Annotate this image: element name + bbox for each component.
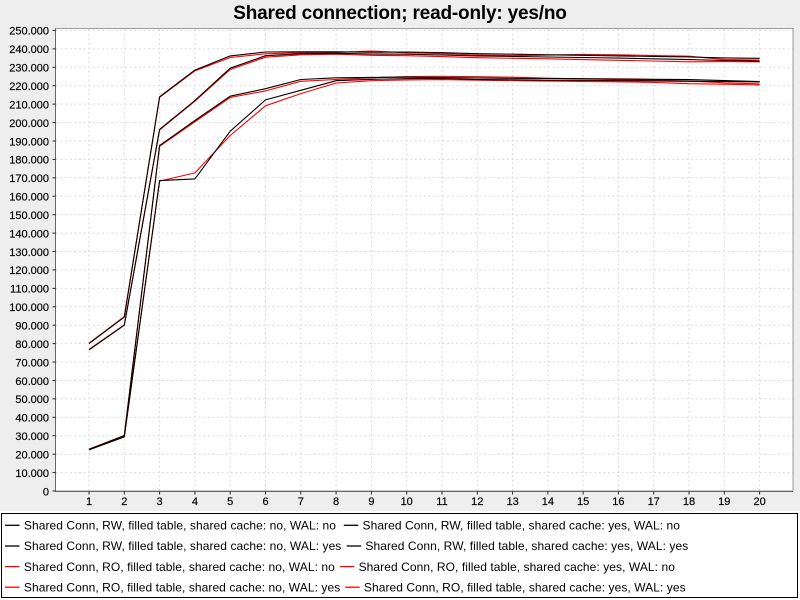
svg-text:190.000: 190.000 — [9, 136, 49, 148]
svg-text:19: 19 — [718, 496, 730, 508]
svg-text:1: 1 — [86, 496, 92, 508]
svg-text:180.000: 180.000 — [9, 155, 49, 167]
svg-text:Shared Conn, RW, filled table,: Shared Conn, RW, filled table, shared ca… — [24, 519, 336, 533]
svg-text:200.000: 200.000 — [9, 118, 49, 130]
svg-text:120.000: 120.000 — [9, 265, 49, 277]
svg-text:210.000: 210.000 — [9, 99, 49, 111]
svg-text:Shared Conn, RW, filled table,: Shared Conn, RW, filled table, shared ca… — [363, 519, 681, 533]
svg-text:2: 2 — [121, 496, 127, 508]
svg-text:80.000: 80.000 — [15, 339, 49, 351]
svg-text:250.000: 250.000 — [9, 26, 49, 38]
svg-text:230.000: 230.000 — [9, 63, 49, 75]
svg-text:Shared Conn, RO, filled table,: Shared Conn, RO, filled table, shared ca… — [364, 580, 686, 594]
svg-text:220.000: 220.000 — [9, 81, 49, 93]
svg-text:Shared connection; read-only:: Shared connection; read-only: yes/no — [233, 3, 566, 24]
svg-text:240.000: 240.000 — [9, 44, 49, 56]
svg-text:Shared Conn, RO, filled table,: Shared Conn, RO, filled table, shared ca… — [24, 560, 335, 574]
svg-text:Shared Conn, RW, filled table,: Shared Conn, RW, filled table, shared ca… — [24, 539, 342, 553]
svg-text:13: 13 — [506, 496, 518, 508]
svg-text:Shared Conn, RO, filled table,: Shared Conn, RO, filled table, shared ca… — [359, 560, 676, 574]
svg-text:70.000: 70.000 — [15, 357, 49, 369]
svg-text:7: 7 — [298, 496, 304, 508]
svg-text:30.000: 30.000 — [15, 431, 49, 443]
svg-text:9: 9 — [368, 496, 374, 508]
svg-text:14: 14 — [542, 496, 554, 508]
svg-text:10: 10 — [401, 496, 413, 508]
svg-text:130.000: 130.000 — [9, 247, 49, 259]
svg-text:60.000: 60.000 — [15, 376, 49, 388]
svg-text:17: 17 — [648, 496, 660, 508]
svg-text:Shared Conn, RW, filled table,: Shared Conn, RW, filled table, shared ca… — [365, 539, 688, 553]
svg-text:140.000: 140.000 — [9, 228, 49, 240]
svg-text:110.000: 110.000 — [10, 284, 49, 296]
svg-text:6: 6 — [262, 496, 268, 508]
svg-text:12: 12 — [471, 496, 483, 508]
svg-text:8: 8 — [333, 496, 339, 508]
svg-text:16: 16 — [612, 496, 624, 508]
svg-text:20.000: 20.000 — [15, 450, 49, 462]
svg-text:11: 11 — [436, 496, 447, 508]
svg-text:10.000: 10.000 — [15, 468, 49, 480]
svg-text:15: 15 — [577, 496, 589, 508]
svg-text:90.000: 90.000 — [15, 321, 49, 333]
svg-text:18: 18 — [683, 496, 695, 508]
svg-text:5: 5 — [227, 496, 233, 508]
svg-text:150.000: 150.000 — [9, 210, 49, 222]
svg-text:20: 20 — [753, 496, 765, 508]
svg-text:160.000: 160.000 — [9, 192, 49, 204]
svg-text:50.000: 50.000 — [15, 394, 49, 406]
svg-text:0: 0 — [43, 486, 49, 498]
svg-text:40.000: 40.000 — [15, 413, 49, 425]
svg-text:3: 3 — [157, 496, 163, 508]
svg-text:100.000: 100.000 — [9, 302, 49, 314]
svg-text:Shared Conn, RO, filled table,: Shared Conn, RO, filled table, shared ca… — [24, 580, 340, 594]
svg-text:4: 4 — [192, 496, 198, 508]
svg-text:170.000: 170.000 — [9, 173, 49, 185]
